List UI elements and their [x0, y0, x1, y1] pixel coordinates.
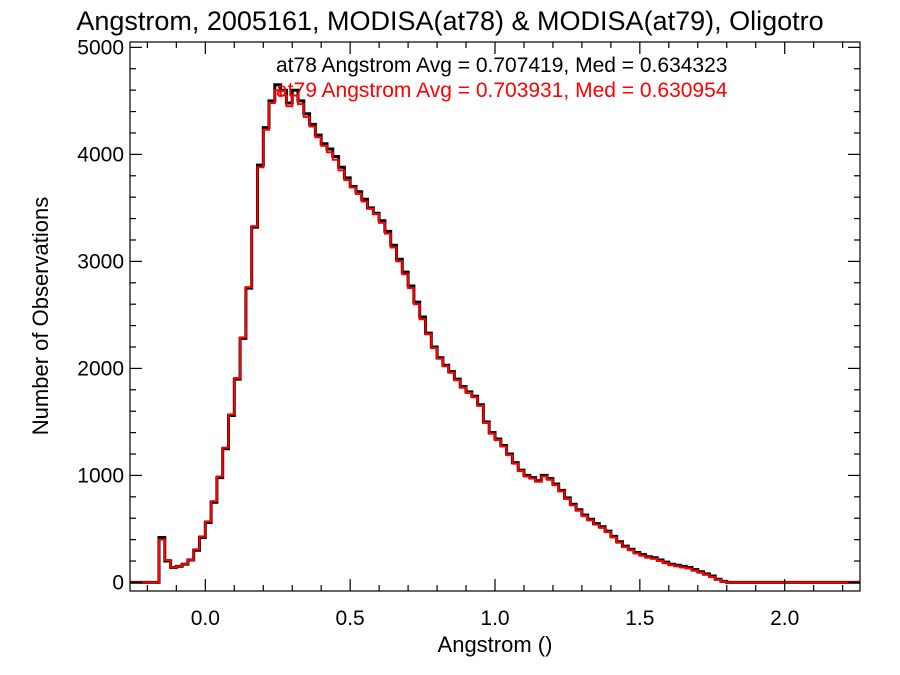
x-axis-label: Angstrom (): [438, 632, 553, 657]
y-tick-label: 0: [112, 571, 124, 594]
series-line-at78: [130, 83, 860, 584]
x-tick-label: 1.0: [480, 607, 509, 630]
plot-frame: [129, 41, 861, 592]
annotation-at78: at78 Angstrom Avg = 0.707419, Med = 0.63…: [276, 54, 727, 77]
x-tick-label: 0.5: [336, 607, 365, 630]
y-axis-label: Number of Observations: [28, 197, 53, 435]
series-layer: [130, 83, 860, 584]
y-tick-label: 2000: [77, 357, 124, 380]
x-tick-label: 1.5: [625, 607, 654, 630]
y-tick-label: 4000: [77, 143, 124, 166]
x-tick-label: 2.0: [770, 607, 799, 630]
ticks-layer: 0.0 0.5 1.0 1.5 2.0 0 1000 2000 3000 4000 5000: [77, 36, 860, 630]
chart-title: Angstrom, 2005161, MODISA(at78) & MODISA…: [76, 6, 823, 36]
x-tick-label: 0.0: [191, 607, 220, 630]
y-tick-label: 3000: [77, 250, 124, 273]
y-tick-label: 5000: [77, 36, 124, 59]
annotation-at79: at79 Angstrom Avg = 0.703931, Med = 0.63…: [276, 79, 728, 102]
series-line-at79: [130, 89, 860, 584]
y-tick-label: 1000: [77, 464, 124, 487]
